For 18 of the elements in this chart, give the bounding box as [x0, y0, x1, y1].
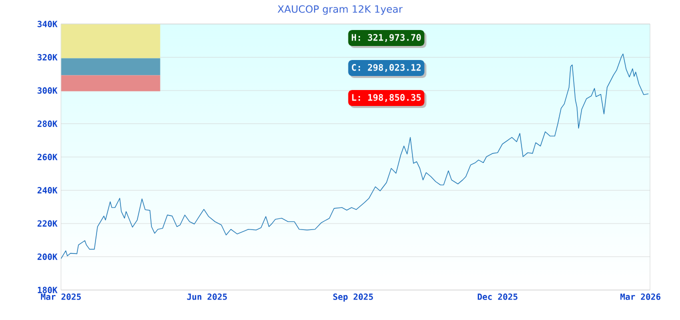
y-tick-label: 180K [38, 286, 58, 294]
x-tick-label: Mar 2026 [620, 294, 660, 300]
annotation: C: 298,023.12 [352, 64, 421, 72]
y-tick-label: 280K [38, 120, 58, 127]
chart-title: XAUCOP gram 12K 1year [278, 5, 403, 15]
y-tick-label: 260K [38, 154, 58, 160]
x-tick-label: Mar 2025 [40, 294, 81, 300]
annotation: H: 321,973.70 [352, 34, 421, 42]
y-tick-label: 300K [38, 87, 58, 94]
x-tick-label: Sep 2025 [333, 294, 373, 302]
y-tick-label: 200K [38, 254, 58, 260]
y-tick-label: 340K [38, 20, 58, 28]
y-tick-label: 320K [38, 54, 58, 60]
y-tick-label: 220K [38, 220, 58, 227]
y-tick-label: 240K [38, 187, 58, 194]
x-tick-label: Jun 2025 [187, 294, 227, 300]
annotation: L: 198,850.35 [352, 94, 421, 102]
x-tick-label: Dec 2025 [478, 294, 518, 300]
